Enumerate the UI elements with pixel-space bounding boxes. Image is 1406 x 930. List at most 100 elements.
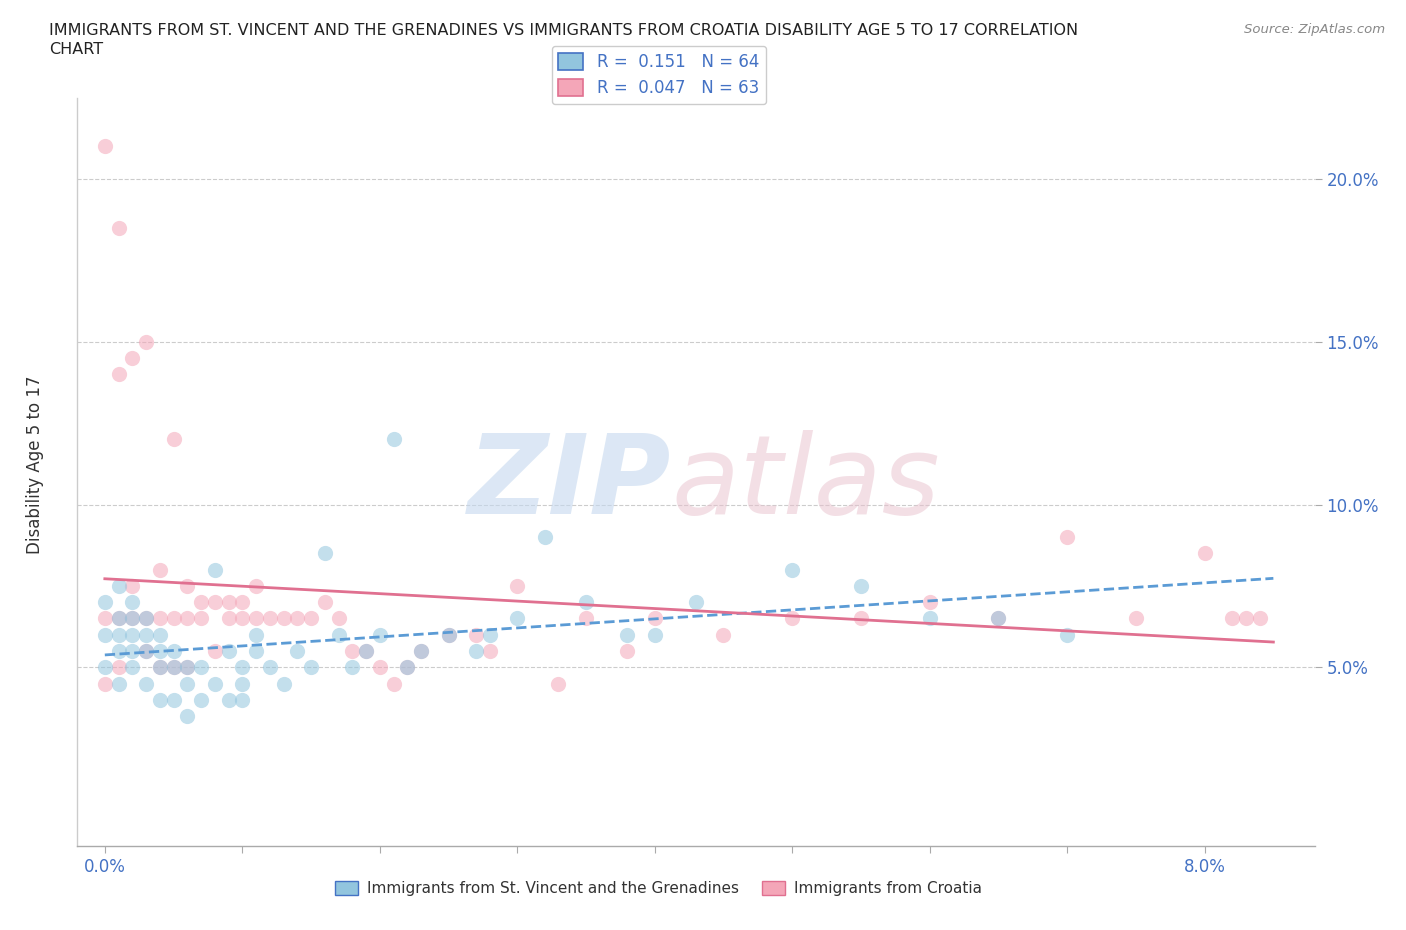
Point (135, 676, 157, 691)
Point (107, 611, 129, 626)
Point (575, 611, 598, 626)
Point (231, 595, 253, 610)
Point (176, 676, 198, 691)
Point (204, 676, 226, 691)
Point (121, 611, 143, 626)
Point (135, 334, 157, 349)
Point (149, 692, 172, 708)
Point (382, 432, 405, 447)
Point (354, 644, 377, 658)
Point (780, 562, 803, 577)
Point (162, 692, 184, 708)
Point (368, 628, 391, 643)
Point (107, 611, 129, 626)
Point (547, 676, 569, 691)
Point (218, 644, 240, 658)
Point (245, 578, 267, 593)
Point (162, 660, 184, 675)
Point (259, 660, 281, 675)
Text: IMMIGRANTS FROM ST. VINCENT AND THE GRENADINES VS IMMIGRANTS FROM CROATIA DISABI: IMMIGRANTS FROM ST. VINCENT AND THE GREN… (49, 23, 1078, 38)
Point (918, 595, 941, 610)
Point (176, 611, 198, 626)
Point (328, 628, 350, 643)
Point (342, 644, 364, 658)
Point (987, 611, 1010, 626)
Point (135, 644, 157, 658)
Point (149, 660, 172, 675)
Point (204, 562, 226, 577)
Point (245, 644, 267, 658)
Point (780, 611, 803, 626)
Point (218, 692, 240, 708)
Point (176, 660, 198, 675)
Point (162, 611, 184, 626)
Point (176, 660, 198, 675)
Point (218, 595, 240, 610)
Point (396, 660, 419, 675)
Point (162, 660, 184, 675)
Point (121, 660, 143, 675)
Point (231, 676, 253, 691)
Point (1234, 611, 1257, 626)
Point (107, 578, 129, 593)
Point (204, 644, 226, 658)
Point (342, 660, 364, 675)
Point (121, 578, 143, 593)
Point (231, 692, 253, 708)
Point (478, 644, 501, 658)
Point (354, 644, 377, 658)
Point (685, 595, 707, 610)
Point (107, 366, 129, 381)
Point (409, 644, 432, 658)
Point (121, 611, 143, 626)
Point (121, 628, 143, 643)
Point (314, 595, 336, 610)
Point (107, 220, 129, 235)
Point (849, 578, 872, 593)
Point (1194, 546, 1216, 561)
Point (135, 628, 157, 643)
Point (1249, 611, 1271, 626)
Legend: Immigrants from St. Vincent and the Grenadines, Immigrants from Croatia: Immigrants from St. Vincent and the Gren… (329, 875, 988, 902)
Text: ZIP: ZIP (468, 430, 671, 537)
Point (218, 611, 240, 626)
Point (918, 611, 941, 626)
Point (107, 660, 129, 675)
Point (465, 644, 488, 658)
Point (285, 644, 308, 658)
Point (94, 676, 117, 691)
Point (121, 351, 143, 365)
Point (231, 611, 253, 626)
Point (135, 611, 157, 626)
Point (314, 546, 336, 561)
Point (176, 578, 198, 593)
Point (437, 628, 460, 643)
Point (121, 595, 143, 610)
Point (533, 530, 555, 545)
Point (94, 611, 117, 626)
Point (94, 660, 117, 675)
Point (1125, 611, 1147, 626)
Point (644, 611, 666, 626)
Point (328, 611, 350, 626)
Point (245, 611, 267, 626)
Point (94, 595, 117, 610)
Point (135, 644, 157, 658)
Point (135, 611, 157, 626)
Point (713, 628, 735, 643)
Point (506, 578, 529, 593)
Point (409, 644, 432, 658)
Point (190, 692, 212, 708)
Point (121, 644, 143, 658)
Text: Disability Age 5 to 17: Disability Age 5 to 17 (27, 376, 44, 554)
Point (149, 611, 172, 626)
Point (987, 611, 1010, 626)
Point (259, 611, 281, 626)
Point (285, 611, 308, 626)
Point (149, 628, 172, 643)
Point (1220, 611, 1243, 626)
Point (506, 611, 529, 626)
Point (396, 660, 419, 675)
Text: Source: ZipAtlas.com: Source: ZipAtlas.com (1244, 23, 1385, 36)
Point (299, 611, 322, 626)
